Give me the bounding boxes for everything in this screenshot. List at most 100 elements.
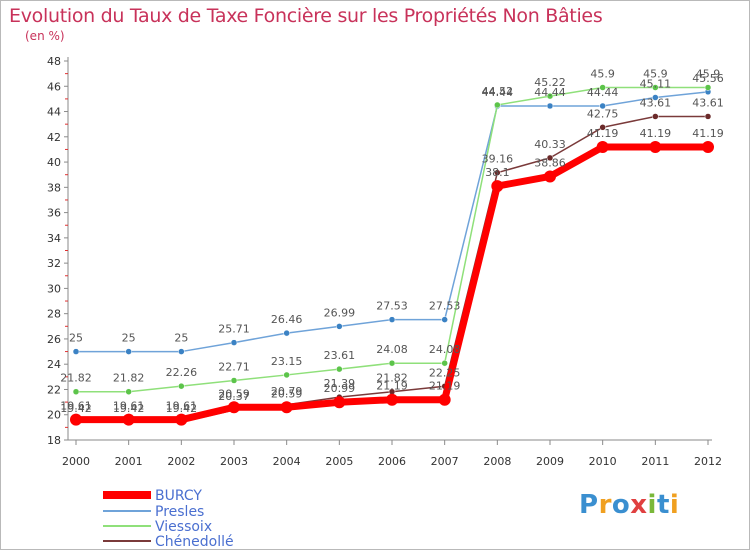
point-ch-nedoll-: [652, 113, 659, 120]
value-label-ch-nedoll-: 22.25: [429, 366, 461, 379]
point-viessoix: [388, 359, 396, 367]
point-presles: [283, 329, 290, 337]
value-label-burcy: 21.19: [376, 380, 408, 393]
point-viessoix: [230, 377, 238, 384]
value-label-ch-nedoll-: 20.79: [271, 385, 303, 398]
value-label-ch-nedoll-: 21.39: [324, 377, 356, 390]
point-viessoix: [178, 382, 185, 390]
point-presles: [441, 316, 448, 323]
x-tick-label: 2007: [431, 455, 459, 468]
value-label-viessoix: 45.9: [590, 68, 615, 81]
y-tick-label: 34: [47, 232, 61, 245]
value-label-viessoix: 24.08: [376, 343, 408, 356]
x-tick-label: 2003: [220, 455, 248, 468]
y-tick-label: 20: [47, 409, 61, 422]
point-viessoix: [652, 84, 659, 91]
value-label-ch-nedoll-: 19.42: [166, 402, 198, 415]
value-label-presles: 44.44: [534, 86, 566, 99]
point-ch-nedoll-: [704, 113, 712, 120]
value-label-presles: 25: [174, 332, 188, 345]
legend-label-burcy: BURCY: [155, 488, 202, 504]
value-label-burcy: 20.99: [324, 382, 356, 395]
point-burcy: [333, 396, 346, 409]
value-label-burcy: 41.19: [587, 127, 619, 140]
y-tick-label: 38: [47, 181, 61, 194]
y-tick-label: 30: [47, 282, 61, 295]
value-label-viessoix: 45.22: [534, 76, 566, 89]
x-tick-label: 2001: [115, 455, 143, 468]
y-tick-label: 26: [47, 333, 61, 346]
point-ch-nedoll-: [599, 124, 606, 131]
value-label-viessoix: 23.15: [271, 355, 303, 368]
value-label-presles: 44.44: [482, 86, 514, 99]
y-tick-label: 24: [47, 358, 61, 371]
point-burcy: [175, 413, 188, 426]
value-label-presles: 26.46: [271, 313, 303, 326]
value-label-ch-nedoll-: 43.61: [640, 96, 672, 109]
logo-letter: i: [669, 490, 680, 520]
value-label-presles: 45.11: [640, 78, 672, 91]
value-label-burcy: 20.59: [271, 387, 303, 400]
point-viessoix: [599, 84, 606, 91]
y-tick-label: 46: [47, 80, 61, 93]
point-burcy: [386, 393, 398, 406]
point-burcy: [438, 393, 451, 406]
x-tick-label: 2004: [273, 455, 301, 468]
x-tick-label: 2002: [167, 455, 195, 468]
value-label-viessoix: 44.52: [482, 85, 514, 98]
value-label-ch-nedoll-: 39.16: [482, 153, 514, 166]
point-presles: [652, 94, 659, 101]
point-burcy: [228, 401, 240, 414]
value-label-burcy: 19.61: [166, 400, 198, 413]
value-label-presles: 26.99: [324, 306, 356, 319]
value-label-viessoix: 45.9: [696, 68, 721, 81]
y-axis-unit: (en %): [25, 29, 65, 43]
value-label-ch-nedoll-: 42.75: [587, 107, 619, 120]
value-label-presles: 25: [69, 332, 83, 345]
value-label-presles: 25: [122, 332, 136, 345]
proxiti-logo: Proxiti: [579, 490, 679, 520]
x-tick-label: 2005: [325, 455, 353, 468]
y-tick-label: 42: [47, 131, 61, 144]
point-presles: [72, 348, 80, 355]
point-burcy: [280, 401, 293, 414]
value-label-viessoix: 21.82: [60, 372, 92, 385]
point-viessoix: [283, 371, 290, 379]
axes: 18 20 22 24 26 28 30 32 34 36 38 40 42 44 46 48 2000 2001…: [47, 55, 722, 468]
legend-label-presles: Presles: [155, 504, 204, 520]
value-label-viessoix: 24.08: [429, 343, 461, 356]
point-presles: [546, 102, 554, 110]
value-label-burcy: 21.19: [429, 380, 461, 393]
value-label-presles: 25.71: [218, 323, 250, 336]
value-label-burcy: 41.19: [640, 127, 672, 140]
point-viessoix: [441, 359, 448, 367]
value-label-viessoix: 21.82: [113, 372, 145, 385]
x-tick-label: 2000: [62, 455, 90, 468]
point-burcy: [702, 141, 714, 154]
y-tick-label: 48: [47, 55, 61, 68]
legend-label-viessoix: Viessoix: [155, 519, 212, 535]
x-tick-label: 2011: [641, 455, 669, 468]
point-presles: [125, 348, 132, 355]
value-label-presles: 44.44: [587, 86, 619, 99]
value-label-viessoix: 22.26: [166, 366, 198, 379]
point-presles: [599, 102, 606, 110]
value-label-viessoix: 22.71: [218, 360, 250, 373]
value-label-burcy: 41.19: [692, 127, 724, 140]
point-burcy: [649, 141, 662, 154]
chart-title: Evolution du Taux de Taxe Foncière sur l…: [9, 5, 603, 27]
logo-letter: r: [598, 490, 612, 520]
point-viessoix: [125, 388, 132, 395]
point-presles: [230, 339, 238, 346]
point-presles: [388, 316, 396, 323]
point-burcy: [544, 170, 556, 183]
point-ch-nedoll-: [546, 154, 554, 162]
point-burcy: [596, 141, 609, 154]
point-viessoix: [494, 101, 501, 109]
value-label-burcy: 19.61: [60, 400, 92, 413]
point-burcy: [70, 413, 82, 426]
value-label-ch-nedoll-: 43.61: [692, 96, 724, 109]
y-tick-label: 18: [47, 434, 61, 447]
